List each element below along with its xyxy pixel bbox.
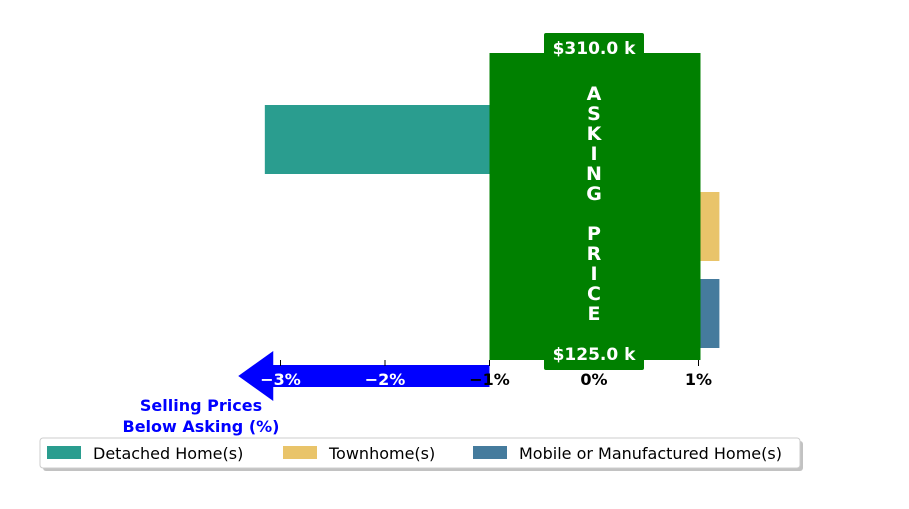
x-axis: −3% −2% −1% 0% 1%: [260, 360, 712, 389]
svg-text:C: C: [587, 283, 601, 305]
x-tick-label: −3%: [260, 370, 301, 389]
svg-text:E: E: [588, 303, 601, 325]
legend-swatch: [283, 446, 317, 459]
legend-label: Mobile or Manufactured Home(s): [519, 444, 782, 463]
x-tick-label: −1%: [469, 370, 510, 389]
svg-text:N: N: [586, 163, 602, 185]
x-tick-label: 0%: [580, 370, 607, 389]
annotation-line-2: Below Asking (%): [123, 417, 280, 436]
bottom-price-badge: [544, 342, 644, 370]
svg-text:S: S: [587, 103, 601, 125]
svg-text:G: G: [586, 183, 602, 205]
svg-text:I: I: [590, 263, 597, 285]
legend-label: Townhome(s): [328, 444, 435, 463]
svg-text:R: R: [587, 243, 602, 265]
svg-text:I: I: [590, 143, 597, 165]
legend: Detached Home(s) Townhome(s) Mobile or Man…: [39, 437, 803, 471]
legend-swatch: [473, 446, 507, 459]
bottom-price-label: $125.0 k: [553, 345, 637, 365]
asking-price-band: [489, 53, 701, 360]
legend-label: Detached Home(s): [93, 444, 243, 463]
svg-text:K: K: [587, 123, 603, 145]
annotation-line-1: Selling Prices: [140, 396, 262, 415]
below-asking-arrow: [238, 351, 490, 401]
legend-swatch: [47, 446, 81, 459]
x-tick-label: 1%: [685, 370, 712, 389]
x-tick-label: −2%: [365, 370, 406, 389]
top-price-label: $310.0 k: [553, 39, 637, 59]
svg-text:A: A: [587, 83, 602, 105]
svg-text:P: P: [587, 223, 601, 245]
top-price-badge: [544, 33, 644, 61]
